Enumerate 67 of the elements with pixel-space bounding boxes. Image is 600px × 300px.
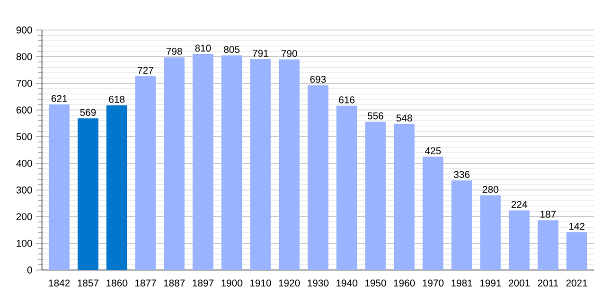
data-label: 336 xyxy=(454,171,470,178)
y-tick-label: 700 xyxy=(16,80,32,87)
y-tick-label: 0 xyxy=(27,266,32,274)
data-label: 618 xyxy=(109,96,125,103)
x-tick-label: 1970 xyxy=(422,280,444,287)
bar xyxy=(250,59,271,270)
bar xyxy=(480,195,501,270)
data-label: 810 xyxy=(195,44,211,52)
y-tick-label: 400 xyxy=(16,160,32,167)
x-tick-label: 1897 xyxy=(192,280,214,287)
data-label: 621 xyxy=(52,95,67,102)
bar xyxy=(78,118,98,270)
x-tick-label: 1887 xyxy=(164,280,185,287)
bar xyxy=(164,57,185,270)
y-tick-label: 100 xyxy=(16,240,32,247)
bar xyxy=(566,232,588,270)
bar xyxy=(278,59,300,270)
y-tick-label: 900 xyxy=(16,26,32,34)
bar xyxy=(394,124,415,270)
x-tick-label: 1991 xyxy=(480,280,501,287)
data-label: 693 xyxy=(310,76,326,83)
y-tick-label: 200 xyxy=(16,213,32,220)
bar xyxy=(106,105,128,270)
x-tick-label: 2011 xyxy=(538,280,558,287)
data-label: 616 xyxy=(339,96,355,104)
data-label: 280 xyxy=(482,186,498,193)
x-tick-label: 1910 xyxy=(250,280,272,287)
data-label: 548 xyxy=(396,114,412,122)
data-label: 791 xyxy=(252,50,268,57)
data-label: 805 xyxy=(224,46,240,53)
y-tick-label: 300 xyxy=(16,186,32,194)
bar xyxy=(192,54,214,270)
x-tick-label: 1900 xyxy=(222,280,242,287)
bar xyxy=(336,106,358,270)
data-label: 798 xyxy=(166,48,182,55)
x-tick-label: 1981 xyxy=(452,280,472,287)
data-label: 425 xyxy=(425,147,441,154)
bar xyxy=(135,76,156,270)
data-label: 556 xyxy=(368,112,384,120)
y-tick-label: 500 xyxy=(16,133,32,140)
x-tick-label: 1860 xyxy=(106,280,128,287)
data-label: 187 xyxy=(540,210,556,218)
bar xyxy=(221,55,242,270)
data-label: 790 xyxy=(282,50,298,57)
bar xyxy=(508,210,530,270)
data-label: 142 xyxy=(569,222,584,230)
data-label: 224 xyxy=(512,201,528,208)
x-tick-label: 1842 xyxy=(49,280,70,287)
bar xyxy=(48,104,70,270)
x-tick-label: 1940 xyxy=(336,280,358,287)
bar xyxy=(538,220,558,270)
y-tick-label: 800 xyxy=(16,53,32,60)
x-tick-label: 2021 xyxy=(566,280,588,287)
x-tick-label: 1960 xyxy=(394,280,415,287)
bar xyxy=(308,85,328,270)
data-label: 727 xyxy=(138,66,154,74)
x-tick-label: 1857 xyxy=(78,280,98,287)
x-tick-label: 1950 xyxy=(365,280,386,287)
data-label: 569 xyxy=(80,108,96,116)
x-tick-label: 1877 xyxy=(135,280,156,287)
bar xyxy=(365,122,386,270)
y-tick-label: 600 xyxy=(16,106,32,114)
bar xyxy=(422,156,444,270)
x-tick-label: 2001 xyxy=(508,280,530,287)
x-tick-label: 1920 xyxy=(279,280,300,287)
x-tick-label: 1930 xyxy=(308,280,329,287)
bar xyxy=(451,180,472,270)
